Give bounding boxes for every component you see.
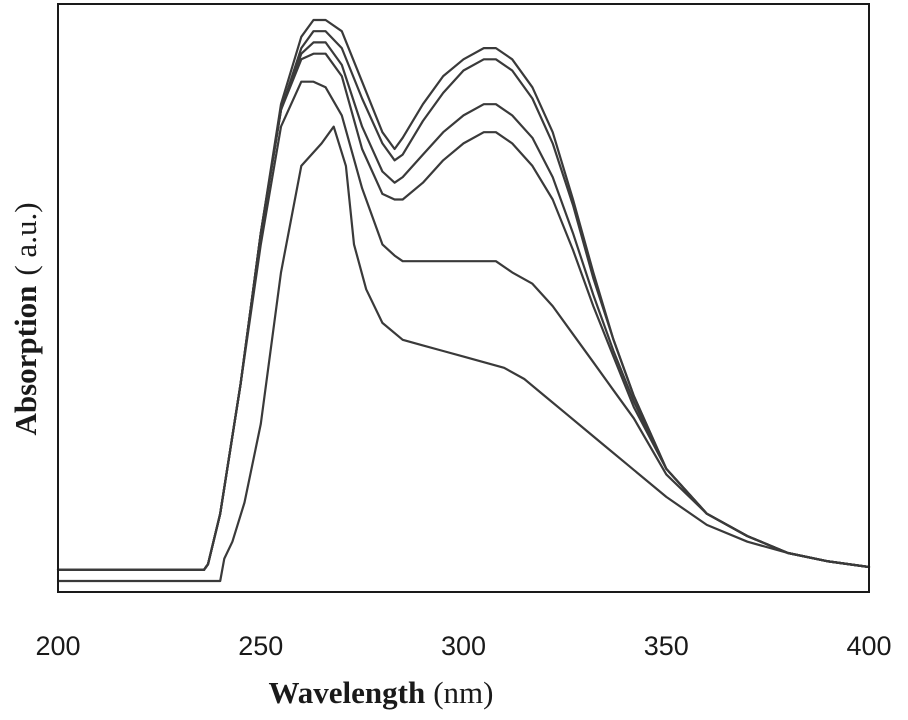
x-axis-title: Wavelength (nm) bbox=[269, 675, 494, 710]
series-line-3 bbox=[56, 41, 871, 571]
series-line-5 bbox=[56, 80, 871, 571]
series-line-4 bbox=[56, 52, 871, 571]
series-layer bbox=[56, 18, 871, 583]
x-tick-labels: 200 250 300 350 400 bbox=[35, 631, 891, 661]
y-axis-title-bold: Absorption bbox=[8, 286, 43, 436]
plot-frame bbox=[57, 3, 870, 593]
x-tick-label-350: 350 bbox=[644, 631, 689, 661]
series-line-2 bbox=[56, 30, 871, 571]
y-axis-title-unit: ( a.u.) bbox=[8, 202, 43, 275]
x-axis-title-unit: (nm) bbox=[433, 675, 493, 710]
x-tick-label-250: 250 bbox=[238, 631, 283, 661]
series-line-1 bbox=[56, 18, 871, 571]
series-line-6 bbox=[56, 125, 871, 583]
x-axis-title-bold: Wavelength bbox=[269, 675, 426, 710]
y-axis-title: Absorption ( a.u.) bbox=[8, 202, 43, 435]
x-tick-label-400: 400 bbox=[846, 631, 891, 661]
x-tick-label-200: 200 bbox=[35, 631, 80, 661]
x-tick-label-300: 300 bbox=[441, 631, 486, 661]
